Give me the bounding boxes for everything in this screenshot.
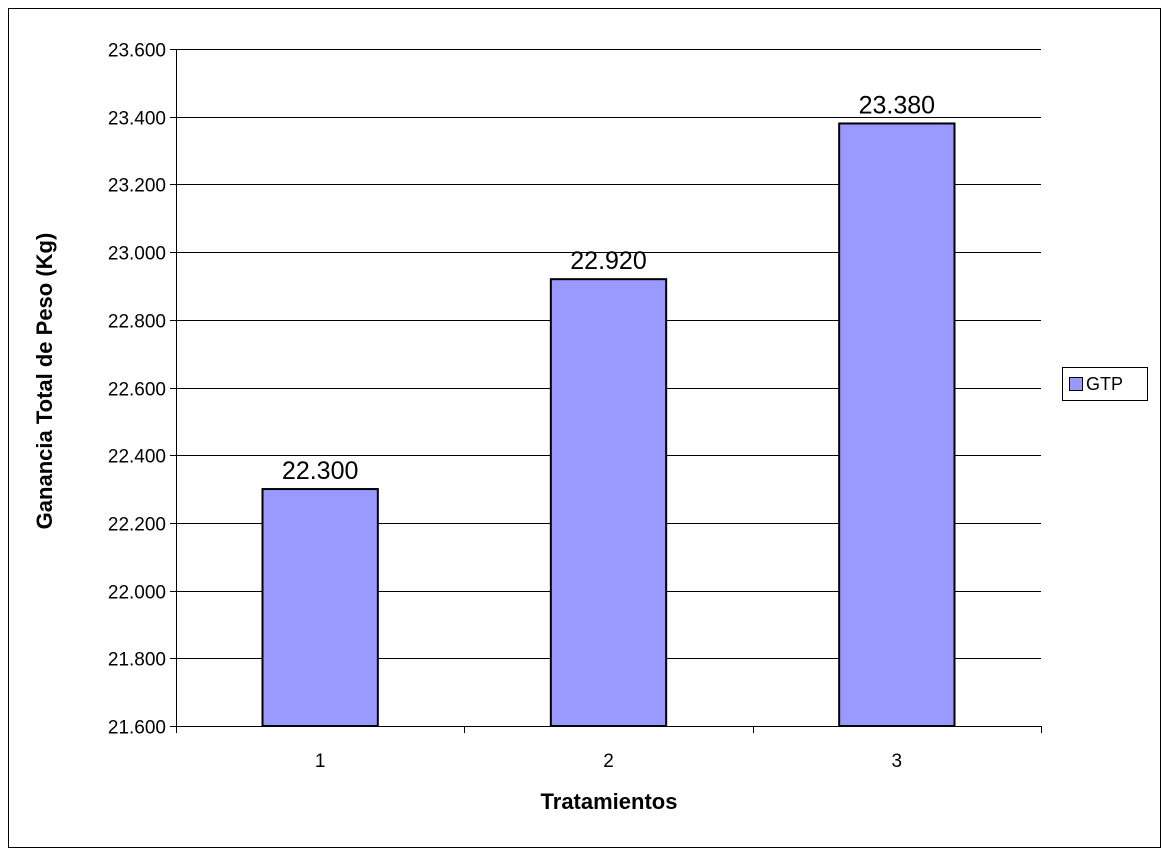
labels: 21.600 21.800 22.000 22.200 22.400 22.600 22.8… [108, 41, 935, 773]
y-tick-label: 22.000 [108, 583, 166, 604]
x-tick-label: 2 [603, 751, 614, 772]
legend: GTP [1062, 367, 1148, 401]
legend-label: GTP [1086, 373, 1124, 394]
y-tick-label: 23.000 [108, 244, 166, 265]
x-tick-label: 3 [892, 751, 903, 772]
data-label: 22.300 [282, 457, 358, 485]
y-axis-title: Ganancia Total de Peso (Kg) [32, 233, 57, 530]
y-tick-label: 22.400 [108, 447, 166, 468]
y-tick-label: 23.600 [108, 41, 166, 62]
bar [261, 488, 379, 727]
y-tick-label: 22.200 [108, 515, 166, 536]
legend-swatch [1069, 377, 1083, 391]
y-tick-label: 21.600 [108, 718, 166, 739]
bars [261, 122, 956, 728]
x-tick-label: 1 [315, 751, 326, 772]
y-tick-label: 22.600 [108, 380, 166, 401]
bar [838, 122, 956, 728]
y-tick-label: 23.400 [108, 109, 166, 130]
data-label: 23.380 [859, 91, 935, 119]
bar [549, 278, 668, 727]
y-tick-label: 21.800 [108, 650, 166, 671]
x-axis-title: Tratamientos [541, 789, 678, 814]
y-tick-label: 23.200 [108, 176, 166, 197]
y-tick-label: 22.800 [108, 312, 166, 333]
data-label: 22.920 [570, 247, 646, 275]
axes [170, 49, 1042, 733]
